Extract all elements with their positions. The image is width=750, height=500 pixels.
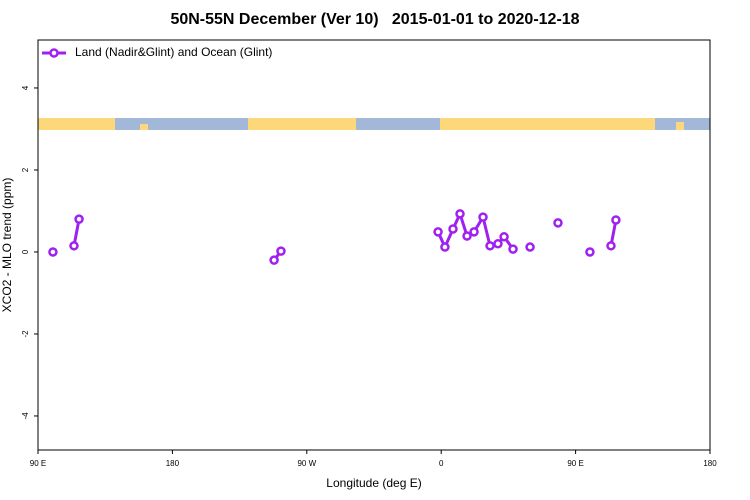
x-tick-label: 90 E [30, 459, 46, 468]
x-tick-label: 0 [439, 459, 444, 468]
point [585, 247, 595, 257]
point [74, 214, 84, 224]
point [485, 241, 495, 251]
y-tick-label: -2 [21, 330, 30, 338]
point [455, 209, 465, 219]
point [448, 224, 458, 234]
legend-label: Land (Nadir&Glint) and Ocean (Glint) [75, 45, 272, 59]
point [553, 218, 563, 228]
y-tick-label: 0 [21, 249, 30, 254]
point [493, 239, 503, 249]
x-axis-label: Longitude (deg E) [326, 476, 421, 490]
x-tick-label: 180 [166, 459, 180, 468]
map-strip [38, 118, 710, 130]
point [478, 212, 488, 222]
x-tick-label: 90 W [297, 459, 316, 468]
point [69, 241, 79, 251]
point [276, 246, 286, 256]
point [440, 242, 450, 252]
point [269, 255, 279, 265]
point [499, 232, 509, 242]
chart-title: 50N-55N December (Ver 10) 2015-01-01 to … [170, 11, 579, 28]
point [606, 241, 616, 251]
plot-frame [37, 39, 711, 451]
point [469, 227, 479, 237]
point [48, 247, 58, 257]
point [508, 244, 518, 254]
y-axis-label: XCO2 - MLO trend (ppm) [0, 178, 14, 313]
point [525, 242, 535, 252]
x-tick-label: 180 [703, 459, 717, 468]
point [462, 231, 472, 241]
legend-marker [49, 48, 59, 58]
y-tick-label: 4 [21, 85, 30, 90]
x-tick-label: 90 E [567, 459, 583, 468]
point [611, 215, 621, 225]
y-tick-label: 2 [21, 167, 30, 172]
line [72, 209, 618, 262]
y-tick-label: -4 [21, 412, 30, 420]
point [433, 227, 443, 237]
